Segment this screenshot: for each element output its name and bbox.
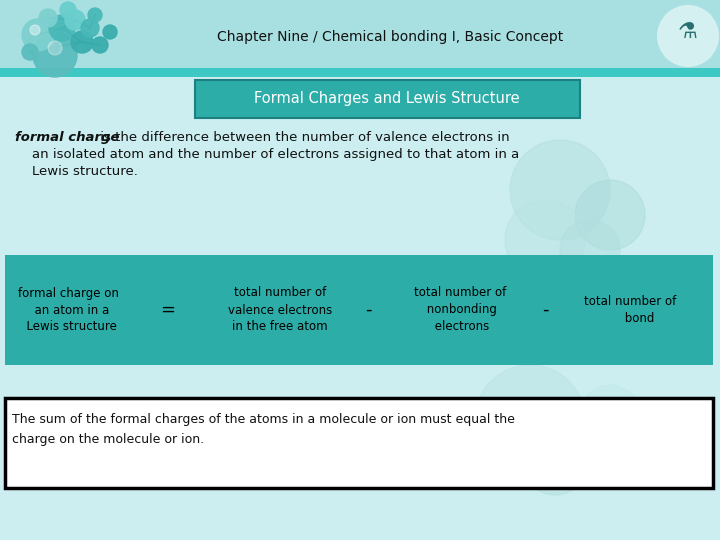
Circle shape bbox=[475, 365, 585, 475]
Circle shape bbox=[48, 41, 62, 55]
Circle shape bbox=[580, 385, 640, 445]
Text: =: = bbox=[161, 301, 176, 319]
Circle shape bbox=[575, 180, 645, 250]
Text: Chapter Nine / Chemical bonding I, Basic Concept: Chapter Nine / Chemical bonding I, Basic… bbox=[217, 30, 563, 44]
Circle shape bbox=[510, 140, 610, 240]
Circle shape bbox=[33, 33, 77, 77]
Text: The sum of the formal charges of the atoms in a molecule or ion must equal the: The sum of the formal charges of the ato… bbox=[12, 413, 515, 426]
Circle shape bbox=[545, 145, 595, 195]
Circle shape bbox=[22, 19, 54, 51]
Text: Lewis structure.: Lewis structure. bbox=[15, 165, 138, 178]
Circle shape bbox=[103, 25, 117, 39]
Circle shape bbox=[39, 9, 57, 27]
Bar bbox=[195, 80, 580, 118]
Text: Formal Charges and Lewis Structure: Formal Charges and Lewis Structure bbox=[254, 91, 520, 106]
Bar bbox=[0, 68, 720, 77]
Circle shape bbox=[505, 200, 585, 280]
Circle shape bbox=[92, 37, 108, 53]
Circle shape bbox=[88, 8, 102, 22]
Circle shape bbox=[658, 6, 718, 66]
Bar bbox=[0, 0, 720, 72]
Text: total number of
     bond: total number of bond bbox=[584, 295, 676, 325]
Circle shape bbox=[520, 425, 590, 495]
Circle shape bbox=[560, 220, 620, 280]
Circle shape bbox=[22, 44, 38, 60]
Text: ⚗: ⚗ bbox=[678, 22, 698, 42]
Circle shape bbox=[30, 25, 40, 35]
Text: formal charge: formal charge bbox=[15, 131, 120, 144]
Circle shape bbox=[71, 31, 93, 53]
Text: formal charge on
  an atom in a
  Lewis structure: formal charge on an atom in a Lewis stru… bbox=[17, 287, 118, 334]
Circle shape bbox=[49, 15, 75, 41]
Bar bbox=[5, 255, 713, 365]
Circle shape bbox=[65, 10, 85, 30]
Text: total number of
valence electrons
in the free atom: total number of valence electrons in the… bbox=[228, 287, 332, 334]
Text: charge on the molecule or ion.: charge on the molecule or ion. bbox=[12, 433, 204, 446]
Circle shape bbox=[550, 400, 630, 480]
Text: -: - bbox=[541, 301, 548, 319]
Text: -: - bbox=[365, 301, 372, 319]
Circle shape bbox=[81, 19, 99, 37]
Text: is the difference between the number of valence electrons in: is the difference between the number of … bbox=[96, 131, 510, 144]
Circle shape bbox=[60, 2, 76, 18]
Text: total number of
 nonbonding
 electrons: total number of nonbonding electrons bbox=[414, 287, 506, 334]
Bar bbox=[5, 398, 713, 488]
Text: an isolated atom and the number of electrons assigned to that atom in a: an isolated atom and the number of elect… bbox=[15, 148, 519, 161]
